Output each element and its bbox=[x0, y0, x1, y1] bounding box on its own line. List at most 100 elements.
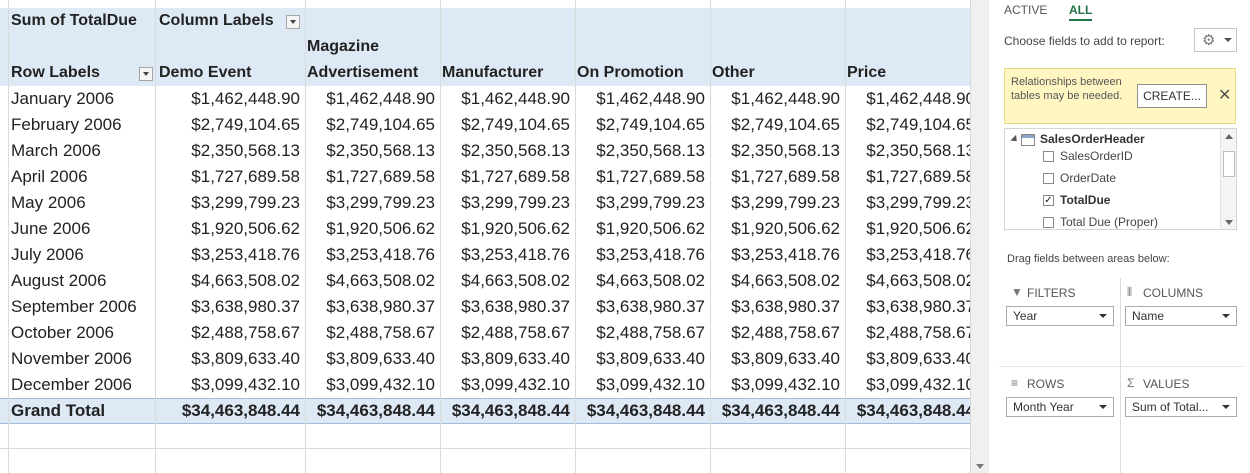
value-cell[interactable]: $1,462,448.90 bbox=[731, 89, 840, 108]
row-labels-header[interactable]: Row Labels bbox=[11, 64, 100, 81]
value-cell[interactable]: $1,920,506.62 bbox=[866, 219, 970, 238]
value-cell[interactable]: $2,350,568.13 bbox=[596, 141, 705, 160]
scroll-down-arrow-icon[interactable] bbox=[976, 464, 984, 469]
value-cell[interactable]: $2,488,758.67 bbox=[596, 323, 705, 342]
column-header-price[interactable]: Price bbox=[847, 64, 887, 81]
value-cell[interactable]: $2,749,104.65 bbox=[326, 115, 435, 134]
scroll-down-arrow-icon[interactable] bbox=[1225, 220, 1233, 225]
value-cell[interactable]: $2,749,104.65 bbox=[866, 115, 970, 134]
value-cell[interactable]: $2,749,104.65 bbox=[461, 115, 570, 134]
grand-total-value[interactable]: $34,463,848.44 bbox=[721, 401, 840, 420]
value-cell[interactable]: $3,638,980.37 bbox=[731, 297, 840, 316]
column-labels-filter-dropdown[interactable] bbox=[286, 15, 300, 29]
grand-total-value[interactable]: $34,463,848.44 bbox=[856, 401, 970, 420]
value-cell[interactable]: $2,488,758.67 bbox=[326, 323, 435, 342]
value-cell[interactable]: $3,638,980.37 bbox=[596, 297, 705, 316]
create-relationship-button[interactable]: CREATE... bbox=[1137, 84, 1207, 108]
value-cell[interactable]: $4,663,508.02 bbox=[866, 271, 970, 290]
value-cell[interactable]: $3,638,980.37 bbox=[866, 297, 970, 316]
value-cell[interactable]: $3,809,633.40 bbox=[731, 349, 840, 368]
column-header-demo-event[interactable]: Demo Event bbox=[159, 64, 252, 81]
value-cell[interactable]: $4,663,508.02 bbox=[191, 271, 300, 290]
value-cell[interactable]: $2,488,758.67 bbox=[191, 323, 300, 342]
value-cell[interactable]: $2,749,104.65 bbox=[731, 115, 840, 134]
value-cell[interactable]: $1,920,506.62 bbox=[191, 219, 300, 238]
value-cell[interactable]: $3,299,799.23 bbox=[191, 193, 300, 212]
row-label[interactable]: August 2006 bbox=[11, 271, 107, 290]
value-cell[interactable]: $3,299,799.23 bbox=[596, 193, 705, 212]
column-header-other[interactable]: Other bbox=[712, 64, 755, 81]
value-cell[interactable]: $1,462,448.90 bbox=[191, 89, 300, 108]
value-cell[interactable]: $3,253,418.76 bbox=[731, 245, 840, 264]
value-cell[interactable]: $1,727,689.58 bbox=[191, 167, 300, 186]
value-cell[interactable]: $3,809,633.40 bbox=[461, 349, 570, 368]
value-cell[interactable]: $4,663,508.02 bbox=[731, 271, 840, 290]
value-cell[interactable]: $1,920,506.62 bbox=[596, 219, 705, 238]
checkbox-orderdate[interactable] bbox=[1043, 173, 1054, 184]
value-cell[interactable]: $1,462,448.90 bbox=[461, 89, 570, 108]
value-cell[interactable]: $1,462,448.90 bbox=[866, 89, 970, 108]
grand-total-label[interactable]: Grand Total bbox=[11, 401, 106, 420]
pivot-value-label[interactable]: Sum of TotalDue bbox=[11, 12, 137, 29]
row-label[interactable]: October 2006 bbox=[11, 323, 115, 342]
grand-total-value[interactable]: $34,463,848.44 bbox=[316, 401, 435, 420]
value-cell[interactable]: $2,350,568.13 bbox=[866, 141, 970, 160]
value-cell[interactable]: $3,253,418.76 bbox=[461, 245, 570, 264]
value-cell[interactable]: $1,920,506.62 bbox=[461, 219, 570, 238]
value-cell[interactable]: $3,638,980.37 bbox=[191, 297, 300, 316]
rows-field-month-year[interactable]: Month Year bbox=[1006, 397, 1114, 417]
value-cell[interactable]: $2,749,104.65 bbox=[596, 115, 705, 134]
value-cell[interactable]: $3,099,432.10 bbox=[326, 375, 435, 394]
value-cell[interactable]: $2,350,568.13 bbox=[461, 141, 570, 160]
value-cell[interactable]: $2,749,104.65 bbox=[191, 115, 300, 134]
value-cell[interactable]: $2,350,568.13 bbox=[326, 141, 435, 160]
value-cell[interactable]: $1,727,689.58 bbox=[461, 167, 570, 186]
columns-field-name[interactable]: Name bbox=[1125, 306, 1237, 326]
value-cell[interactable]: $3,253,418.76 bbox=[866, 245, 970, 264]
row-label[interactable]: May 2006 bbox=[11, 193, 86, 212]
row-label[interactable]: June 2006 bbox=[11, 219, 91, 238]
value-cell[interactable]: $3,299,799.23 bbox=[461, 193, 570, 212]
field-salesorderid[interactable]: SalesOrderID bbox=[1060, 149, 1133, 163]
row-label[interactable]: December 2006 bbox=[11, 375, 132, 394]
value-cell[interactable]: $2,350,568.13 bbox=[731, 141, 840, 160]
tab-all[interactable]: ALL bbox=[1069, 3, 1093, 21]
row-label[interactable]: April 2006 bbox=[11, 167, 88, 186]
value-cell[interactable]: $4,663,508.02 bbox=[596, 271, 705, 290]
value-cell[interactable]: $4,663,508.02 bbox=[326, 271, 435, 290]
row-label[interactable]: February 2006 bbox=[11, 115, 122, 134]
grand-total-value[interactable]: $34,463,848.44 bbox=[586, 401, 705, 420]
checkbox-total-due-proper[interactable] bbox=[1043, 217, 1054, 228]
value-cell[interactable]: $2,350,568.13 bbox=[191, 141, 300, 160]
value-cell[interactable]: $1,920,506.62 bbox=[326, 219, 435, 238]
value-cell[interactable]: $3,299,799.23 bbox=[731, 193, 840, 212]
grand-total-value[interactable]: $34,463,848.44 bbox=[451, 401, 570, 420]
row-label[interactable]: July 2006 bbox=[11, 245, 84, 264]
value-cell[interactable]: $3,253,418.76 bbox=[326, 245, 435, 264]
value-cell[interactable]: $3,809,633.40 bbox=[326, 349, 435, 368]
value-cell[interactable]: $2,488,758.67 bbox=[866, 323, 970, 342]
close-icon[interactable]: ✕ bbox=[1218, 87, 1232, 104]
row-label[interactable]: September 2006 bbox=[11, 297, 137, 316]
value-cell[interactable]: $2,488,758.67 bbox=[461, 323, 570, 342]
value-cell[interactable]: $1,727,689.58 bbox=[596, 167, 705, 186]
value-cell[interactable]: $3,253,418.76 bbox=[191, 245, 300, 264]
value-cell[interactable]: $3,099,432.10 bbox=[596, 375, 705, 394]
value-cell[interactable]: $1,920,506.62 bbox=[731, 219, 840, 238]
checkbox-totaldue[interactable]: ✓ bbox=[1043, 195, 1054, 206]
filters-field-year[interactable]: Year bbox=[1006, 306, 1114, 326]
row-label[interactable]: March 2006 bbox=[11, 141, 101, 160]
checkbox-salesorderid[interactable] bbox=[1043, 151, 1054, 162]
value-cell[interactable]: $1,462,448.90 bbox=[596, 89, 705, 108]
field-orderdate[interactable]: OrderDate bbox=[1060, 171, 1117, 185]
field-totaldue[interactable]: TotalDue bbox=[1060, 193, 1111, 207]
value-cell[interactable]: $3,638,980.37 bbox=[326, 297, 435, 316]
scroll-up-arrow-icon[interactable] bbox=[1225, 134, 1233, 139]
grand-total-value[interactable]: $34,463,848.44 bbox=[181, 401, 300, 420]
column-labels-header[interactable]: Column Labels bbox=[159, 12, 274, 29]
collapse-triangle-icon[interactable] bbox=[1010, 134, 1020, 145]
value-cell[interactable]: $3,253,418.76 bbox=[596, 245, 705, 264]
value-cell[interactable]: $1,727,689.58 bbox=[866, 167, 970, 186]
column-header-manufacturer[interactable]: Manufacturer bbox=[442, 64, 544, 81]
tab-active[interactable]: ACTIVE bbox=[1004, 3, 1048, 17]
